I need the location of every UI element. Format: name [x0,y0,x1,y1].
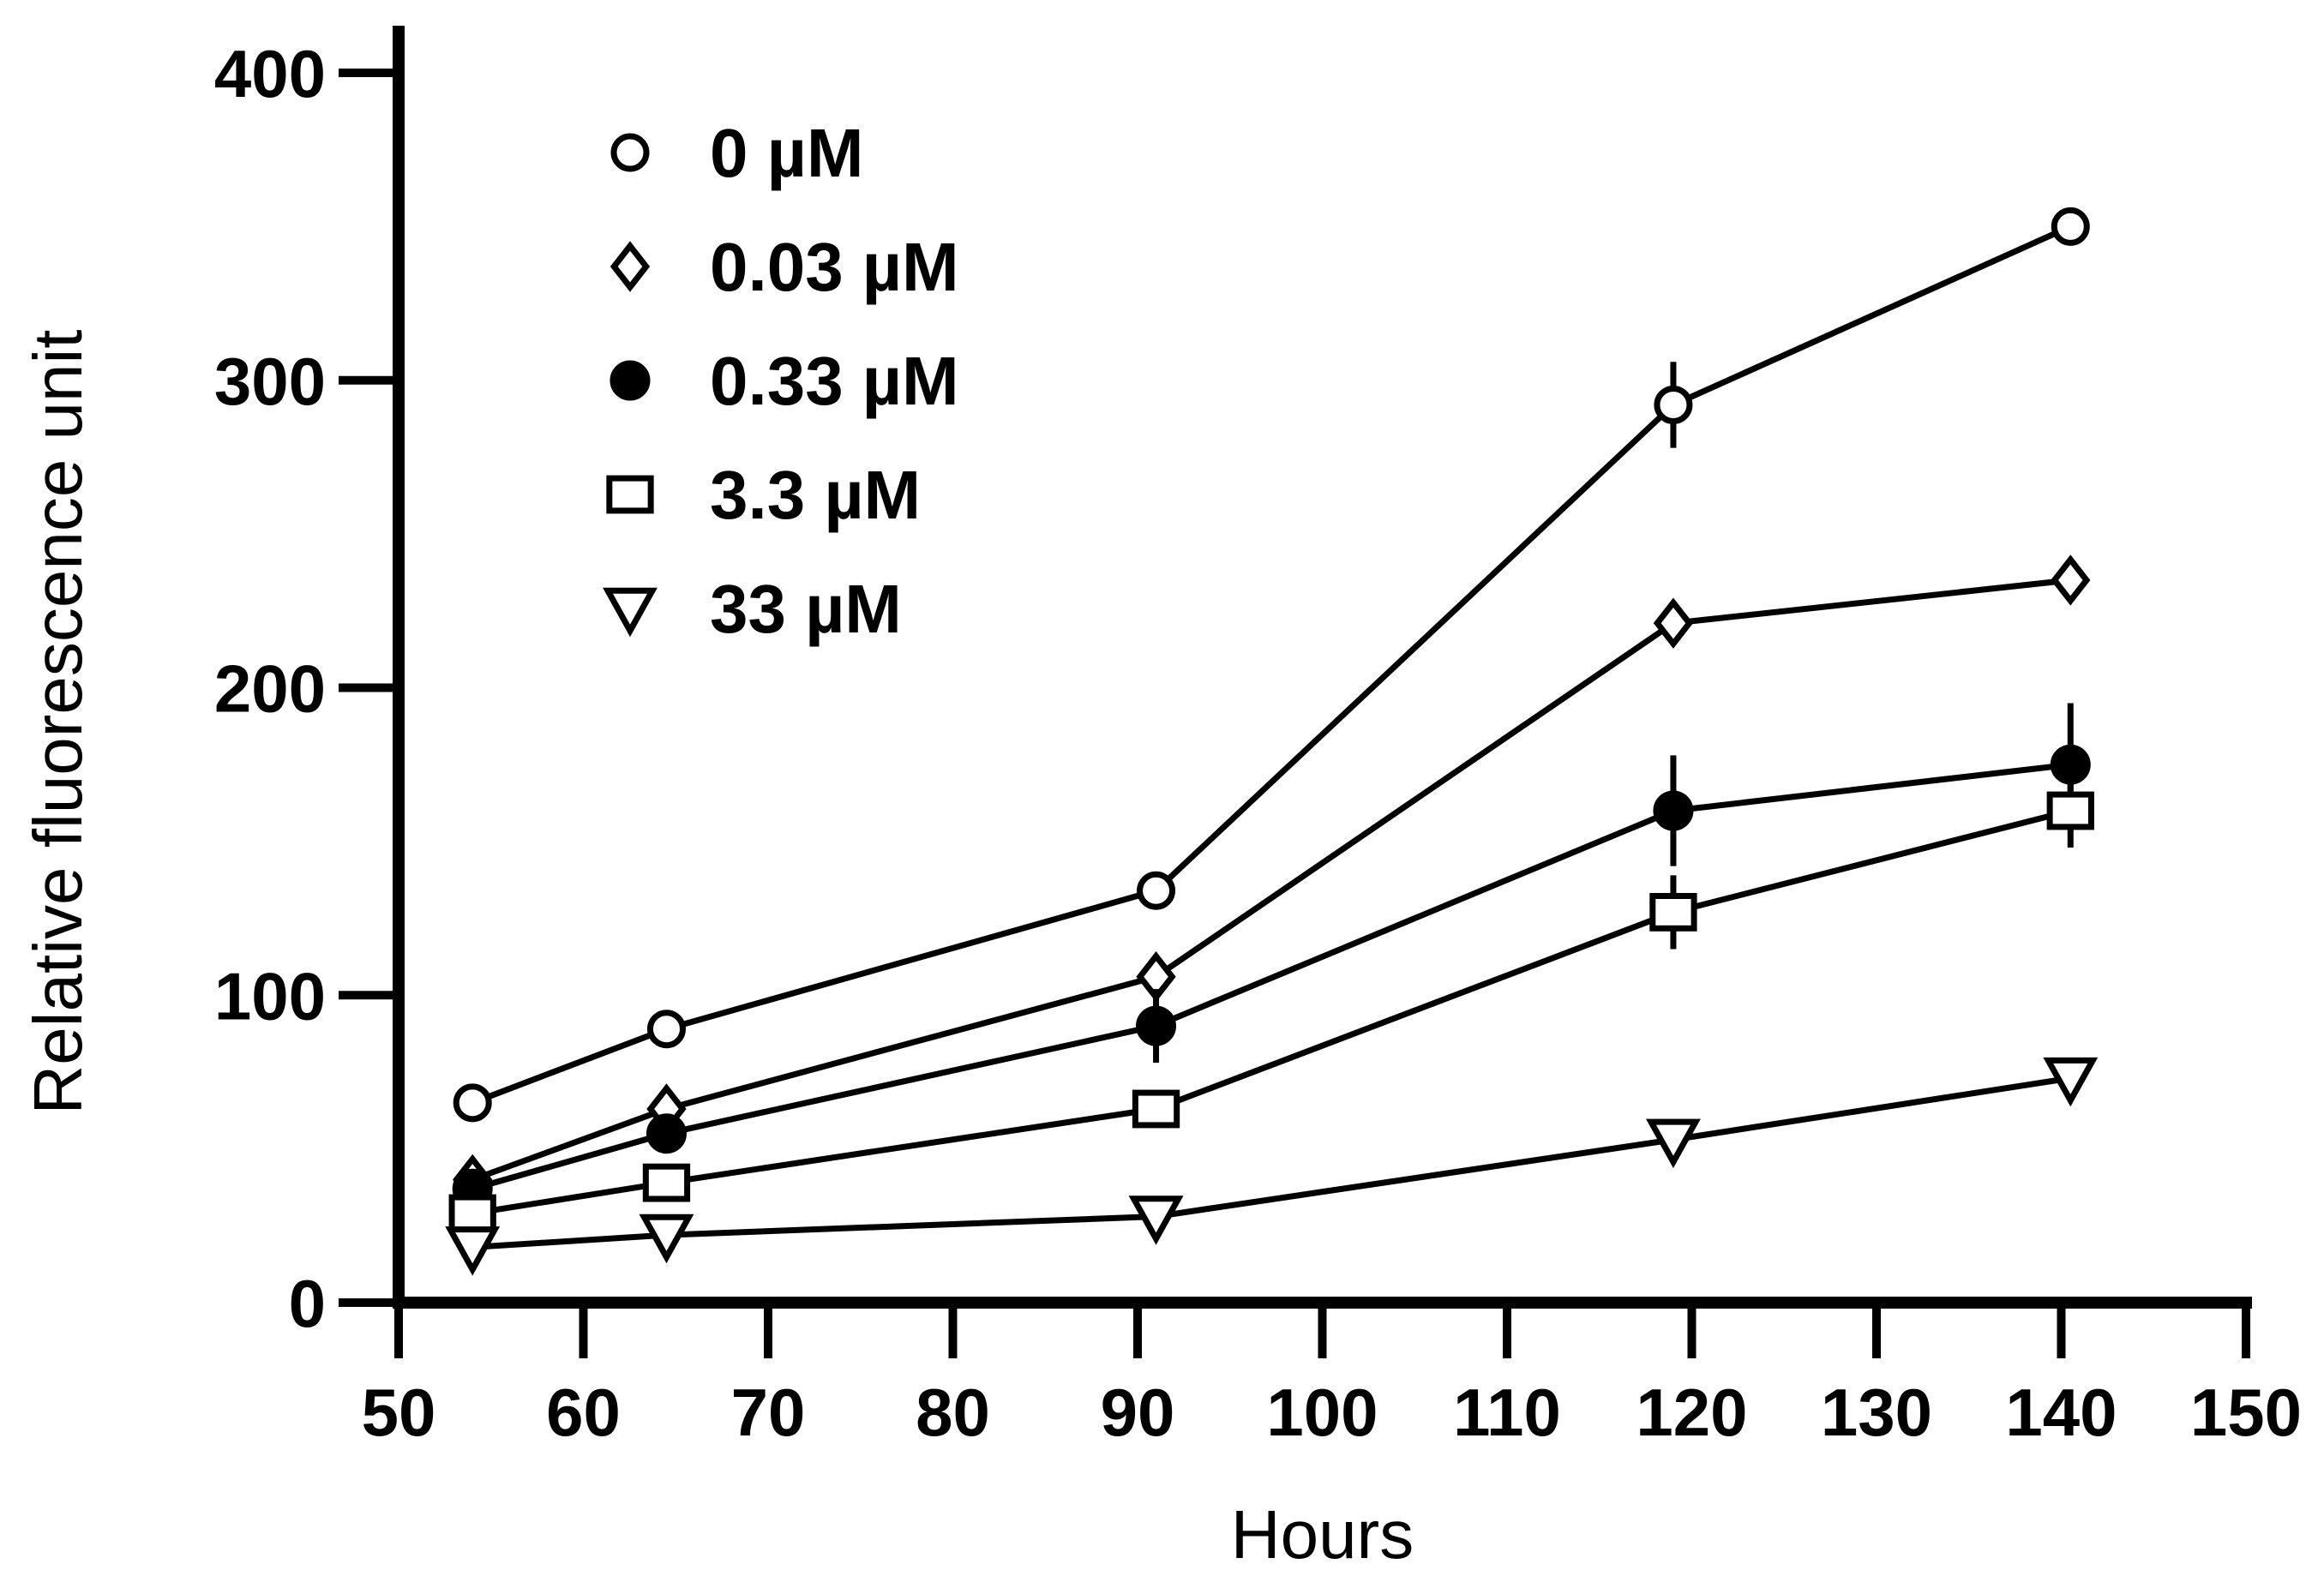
data-point [1653,790,1694,831]
legend-item: 33 µM [603,571,902,647]
y-tick-label: 300 [214,344,326,419]
data-point [1649,892,1697,932]
x-tick-label: 140 [2005,1375,2117,1450]
legend-label: 3.3 µM [710,457,921,533]
legend-label: 0.03 µM [710,229,959,305]
y-tick-label: 0 [289,1266,326,1341]
x-axis-title: Hours [1231,1496,1414,1573]
data-point [639,1213,694,1264]
data-point [646,1010,686,1049]
series-line [471,1075,2071,1250]
y-tick-label: 100 [214,958,326,1034]
y-tick-label: 200 [214,651,326,727]
series-group [445,207,2099,1276]
legend-label: 0.33 µM [710,343,959,419]
data-point [453,1083,492,1123]
data-point [642,1163,691,1202]
x-tick-label: 150 [2190,1375,2302,1450]
data-point [2046,791,2094,830]
legend-item: 3.3 µM [606,457,921,533]
x-tick-label: 50 [362,1375,436,1450]
x-tick-label: 90 [1101,1375,1175,1450]
x-tick-label: 70 [731,1375,806,1450]
x-tick-label: 80 [916,1375,990,1450]
x-axis-ticks: 50 60 70 80 90 100 110 120 130 140 150 [362,1303,2302,1450]
series-1 [453,207,2090,1123]
legend-marker [610,241,651,292]
legend-item: 0 µM [610,115,863,191]
x-tick-label: 130 [1821,1375,1932,1450]
axes: 0 100 200 300 400 50 60 70 80 90 100 110 120 130 140 1… [214,26,2302,1450]
legend-marker [610,360,651,401]
data-point [448,1194,496,1233]
y-axis-ticks: 0 100 200 300 400 [214,36,399,1341]
data-point [1653,597,1694,649]
legend-label: 0 µM [710,115,863,191]
data-point [1646,1118,1701,1169]
series-line [471,577,2071,1183]
legend: 0 µM 0.03 µM 0.33 µM 3.3 µM 33 µM [603,115,959,647]
series-4 [448,773,2094,1233]
legend-marker [606,475,654,514]
series-line [471,761,2071,1192]
y-axis-title: Relative fluorescence unit [20,329,96,1114]
legend-marker [610,133,650,172]
series-line [471,807,2072,1217]
data-point [1137,871,1176,910]
data-point [2051,207,2090,246]
legend-item: 0.33 µM [610,343,959,419]
data-point [1654,385,1693,424]
series-2 [453,554,2091,1206]
y-tick-label: 400 [214,36,326,111]
data-point [1136,1005,1177,1046]
x-tick-label: 110 [1453,1375,1561,1450]
legend-item: 0.03 µM [610,229,959,305]
legend-marker [603,587,658,638]
data-point [2051,554,2091,606]
x-tick-label: 100 [1266,1375,1378,1450]
x-tick-label: 120 [1636,1375,1747,1450]
series-5 [445,1057,2099,1276]
data-point [2043,1057,2099,1107]
data-point [445,1226,501,1276]
data-point [646,1113,687,1154]
data-point [1128,1195,1184,1245]
x-tick-label: 60 [546,1375,621,1450]
data-point [1132,1089,1180,1129]
legend-label: 33 µM [710,571,902,647]
